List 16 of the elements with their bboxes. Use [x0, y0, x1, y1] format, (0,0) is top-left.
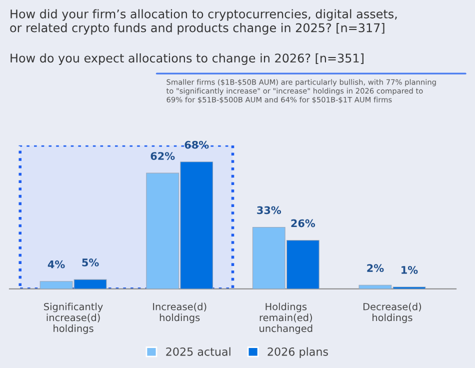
legend-label: 2025 actual	[166, 347, 230, 356]
chart-title: How did your firm’s allocation to cryptocurrencies, digital assets, or related crypto funds and products change in 2025? [n=317]	[10, 9, 397, 35]
x-tick-label: Decrease(d) holdings	[364, 302, 422, 324]
data-label: 2%	[367, 264, 384, 272]
data-label: 33%	[257, 206, 282, 214]
x-tick-label: Holdings remain(ed) unchanged	[260, 302, 312, 334]
x-tick-label: Increase(d) holdings	[153, 302, 206, 324]
data-label: 68%	[184, 140, 209, 149]
data-label: 1%	[402, 266, 418, 274]
x-tick-label: Significantly increase(d) holdings	[44, 302, 103, 334]
chart-subtitle: How do you expect allocations to change in 2026? [n=351]	[10, 53, 364, 65]
data-label: 62%	[150, 152, 175, 160]
data-label: 4%	[48, 260, 65, 268]
data-label: 26%	[291, 219, 316, 228]
legend-label: 2026 plans	[268, 347, 328, 358]
data-label: 5%	[82, 258, 99, 266]
